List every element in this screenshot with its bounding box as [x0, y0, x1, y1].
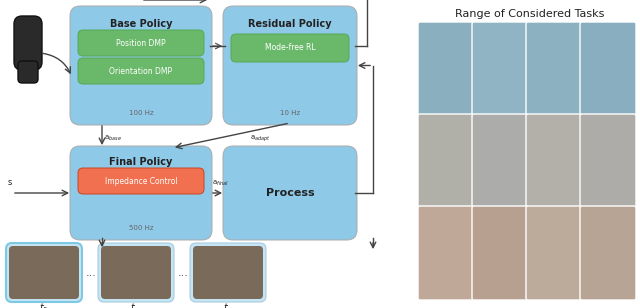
FancyBboxPatch shape: [101, 246, 171, 299]
Text: Final Policy: Final Policy: [109, 157, 173, 167]
FancyBboxPatch shape: [193, 246, 263, 299]
Text: Range of Considered Tasks: Range of Considered Tasks: [455, 9, 605, 19]
FancyBboxPatch shape: [223, 146, 357, 240]
FancyBboxPatch shape: [14, 16, 42, 70]
Text: a$_{base}$: a$_{base}$: [104, 134, 122, 143]
Text: Residual Policy: Residual Policy: [248, 19, 332, 29]
Text: Process: Process: [266, 188, 314, 198]
Text: 500 Hz: 500 Hz: [129, 225, 153, 231]
FancyBboxPatch shape: [78, 30, 204, 56]
Text: 10 Hz: 10 Hz: [280, 110, 300, 116]
FancyBboxPatch shape: [526, 22, 582, 116]
FancyBboxPatch shape: [70, 146, 212, 240]
Text: 100 Hz: 100 Hz: [129, 110, 154, 116]
FancyBboxPatch shape: [70, 6, 212, 125]
FancyBboxPatch shape: [472, 206, 528, 300]
FancyBboxPatch shape: [6, 243, 82, 302]
FancyBboxPatch shape: [580, 206, 636, 300]
Text: ...: ...: [86, 268, 97, 278]
FancyBboxPatch shape: [418, 206, 474, 300]
Text: Mode-free RL: Mode-free RL: [265, 43, 316, 52]
Text: $t_n$: $t_n$: [223, 301, 233, 308]
Text: $t_m$: $t_m$: [130, 301, 142, 308]
Text: a$_{final}$: a$_{final}$: [212, 179, 229, 188]
FancyBboxPatch shape: [223, 6, 357, 125]
FancyBboxPatch shape: [231, 34, 349, 62]
Text: Base Policy: Base Policy: [109, 19, 172, 29]
Text: Orientation DMP: Orientation DMP: [109, 67, 173, 75]
Text: Position DMP: Position DMP: [116, 38, 166, 47]
FancyBboxPatch shape: [78, 58, 204, 84]
Text: $t_0$: $t_0$: [39, 301, 49, 308]
FancyBboxPatch shape: [526, 206, 582, 300]
FancyBboxPatch shape: [526, 114, 582, 208]
FancyBboxPatch shape: [418, 22, 474, 116]
FancyBboxPatch shape: [580, 114, 636, 208]
Text: a$_{adapt}$: a$_{adapt}$: [250, 134, 271, 144]
FancyBboxPatch shape: [472, 114, 528, 208]
FancyBboxPatch shape: [18, 61, 38, 83]
FancyBboxPatch shape: [98, 243, 174, 302]
FancyBboxPatch shape: [472, 22, 528, 116]
FancyBboxPatch shape: [78, 168, 204, 194]
Text: s: s: [8, 178, 12, 187]
FancyBboxPatch shape: [418, 114, 474, 208]
FancyBboxPatch shape: [190, 243, 266, 302]
Text: ...: ...: [178, 268, 189, 278]
FancyBboxPatch shape: [580, 22, 636, 116]
FancyBboxPatch shape: [9, 246, 79, 299]
Text: Impedance Control: Impedance Control: [105, 176, 177, 185]
